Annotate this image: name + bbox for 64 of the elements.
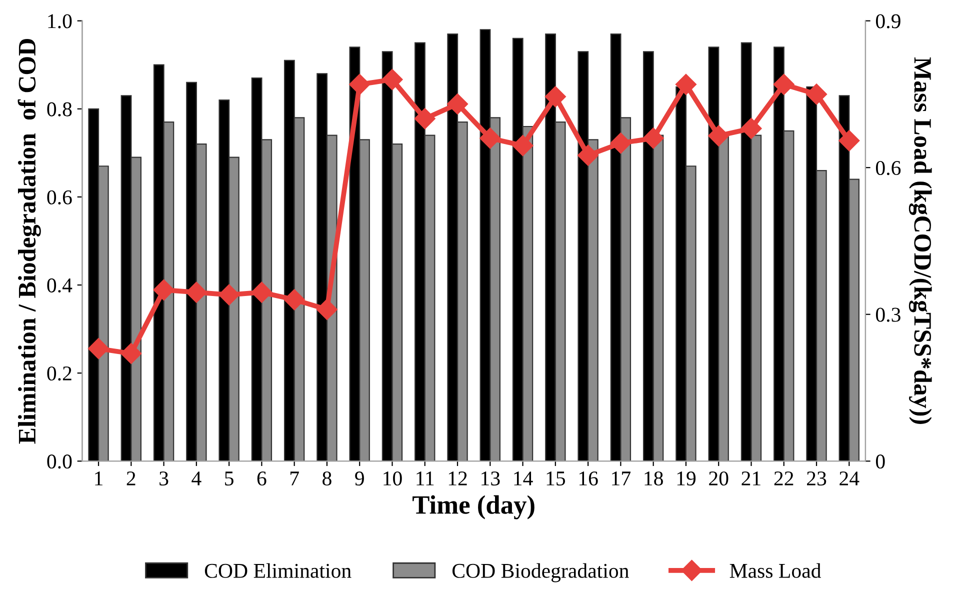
x-tick-label: 2: [126, 472, 136, 486]
x-tick-label: 11: [416, 472, 434, 486]
y2-tick-label: 0.9: [876, 14, 900, 28]
legend-label: COD Elimination: [204, 563, 352, 578]
point: [349, 74, 370, 95]
point: [251, 282, 272, 303]
legend-label: Mass Load: [730, 563, 822, 578]
point: [284, 289, 305, 310]
x-tick-label: 20: [709, 471, 728, 486]
point: [544, 86, 566, 108]
y-tick-label: 0.6: [47, 190, 72, 204]
legend-label: COD Biodegradation: [452, 563, 629, 582]
point: [480, 128, 501, 149]
point: [578, 144, 599, 166]
x-tick-label: 12: [448, 472, 467, 486]
point: [512, 135, 534, 156]
x-tick-label: 23: [807, 472, 826, 486]
x-tick-label: 13: [482, 472, 500, 486]
y2-axis-title: Mass Load (kgCOD/(kgTSS*day)): [908, 57, 932, 424]
y-tick-label: 0.0: [47, 454, 72, 469]
x-tick-label: 7: [290, 472, 299, 486]
x-tick-label: 18: [644, 471, 663, 486]
x-axis-title: Time (day): [412, 495, 534, 520]
y-tick-label: 0.4: [47, 278, 72, 293]
point: [218, 284, 240, 306]
point: [316, 298, 338, 320]
x-tick-label: 3: [160, 472, 168, 486]
x-tick-label: 22: [774, 472, 794, 486]
x-tick-label: 10: [384, 471, 402, 486]
point: [642, 128, 664, 149]
y2-tick-label: 0.6: [876, 160, 901, 176]
y2-tick-label: 0.3: [876, 308, 900, 322]
x-tick-label: 6: [257, 472, 266, 486]
point: [806, 84, 828, 105]
point: [610, 132, 632, 154]
point: [153, 279, 174, 300]
point: [708, 125, 730, 146]
y-tick-label: 1.0: [48, 14, 72, 28]
point: [740, 118, 762, 139]
x-tick-label: 15: [546, 472, 566, 486]
x-tick-label: 9: [355, 472, 364, 486]
point: [446, 93, 468, 115]
x-tick-label: 21: [742, 472, 760, 486]
point: [414, 108, 436, 130]
y-tick-label: 0.8: [47, 102, 72, 116]
x-tick-label: 14: [514, 472, 533, 486]
x-tick-label: 24: [840, 472, 860, 486]
point: [186, 282, 207, 303]
point: [382, 69, 403, 90]
x-tick-label: 19: [677, 472, 696, 486]
x-tick-label: 16: [579, 472, 598, 486]
y-axis-title: Elimination / Biodegradation of COD: [18, 39, 41, 444]
point: [675, 74, 696, 95]
x-tick-label: 4: [192, 472, 202, 486]
y-tick-label: 0.2: [47, 366, 72, 381]
y2-tick-label: 0: [876, 454, 885, 469]
point: [120, 342, 142, 364]
point: [773, 74, 794, 95]
x-tick-label: 1: [95, 472, 102, 486]
point: [88, 338, 110, 360]
x-tick-label: 8: [322, 471, 332, 486]
x-tick-label: 17: [612, 472, 631, 486]
point: [838, 130, 860, 152]
x-tick-label: 5: [225, 472, 234, 486]
